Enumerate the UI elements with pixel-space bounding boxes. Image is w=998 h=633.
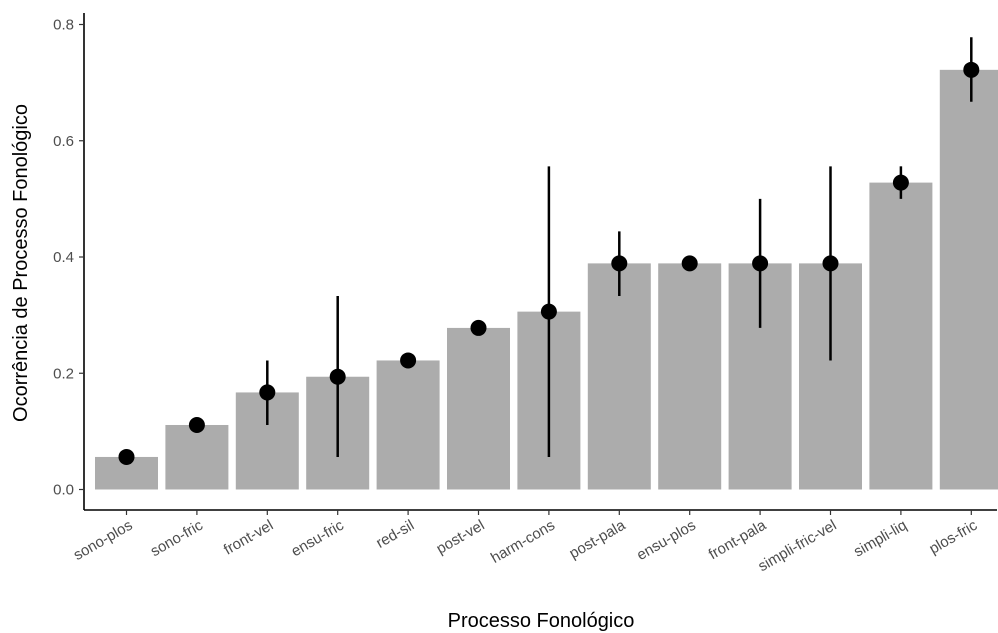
point-simpli-liq <box>892 174 909 191</box>
point-post-vel <box>470 319 487 336</box>
x-tick-label: simpli-liq <box>851 517 910 561</box>
point-sono-plos <box>118 448 135 465</box>
x-axis-title: Processo Fonológico <box>448 610 635 632</box>
x-tick-label: harm-cons <box>488 517 558 567</box>
x-tick-label: post-vel <box>434 517 488 558</box>
bar-sono-fric <box>165 424 229 490</box>
y-tick-label: 0.2 <box>53 365 74 382</box>
x-tick-label: front-pala <box>706 516 770 563</box>
y-tick-label: 0.8 <box>53 17 74 34</box>
point-simpli-fric-vel <box>822 255 839 272</box>
x-tick-label: sono-fric <box>148 516 207 560</box>
point-ensu-plos <box>681 255 698 272</box>
point-front-pala <box>752 255 769 272</box>
point-front-vel <box>259 384 276 401</box>
x-ticks: sono-plos sono-fric front-vel ensu-fric red-… <box>71 510 981 575</box>
y-ticks: 0.0 0.2 0.4 0.6 0.8 <box>53 17 84 499</box>
x-tick-label: sono-plos <box>71 517 136 564</box>
x-tick-label: red-sil <box>373 517 417 552</box>
x-tick-label: ensu-fric <box>288 516 347 560</box>
bar-post-pala <box>587 263 651 490</box>
point-post-pala <box>611 255 628 272</box>
point-plos-fric <box>963 61 980 78</box>
y-tick-label: 0.0 <box>53 482 74 499</box>
point-harm-cons <box>540 303 557 320</box>
y-tick-label: 0.6 <box>53 133 74 150</box>
x-tick-label: simpli-fric-vel <box>755 517 839 575</box>
x-tick-label: post-pala <box>566 516 629 562</box>
y-axis-title: Ocorrência de Processo Fonológico <box>10 104 32 422</box>
bar-ensu-plos <box>658 263 722 490</box>
x-tick-label: front-vel <box>221 517 276 559</box>
bar-red-sil <box>376 360 440 490</box>
x-tick-label: ensu-plos <box>634 517 699 564</box>
point-red-sil <box>400 352 417 369</box>
bar-post-vel <box>447 327 510 490</box>
point-ensu-fric <box>329 368 346 385</box>
bars-layer <box>95 69 998 490</box>
y-tick-label: 0.4 <box>53 249 74 266</box>
x-tick-label: plos-fric <box>926 516 980 557</box>
bar-plos-fric <box>939 69 998 490</box>
bar-simpli-liq <box>869 182 933 490</box>
points-layer <box>118 61 980 465</box>
axes-layer <box>83 13 997 511</box>
point-sono-fric <box>188 416 205 433</box>
